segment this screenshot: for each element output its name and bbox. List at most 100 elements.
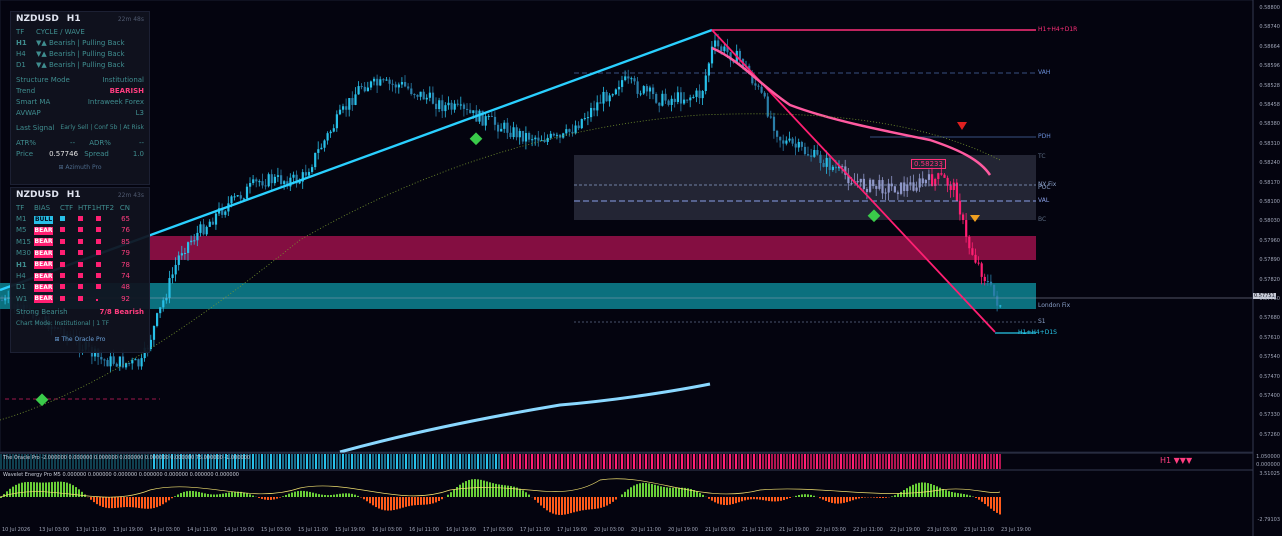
wavelet-bar [285, 494, 287, 497]
oracle-bar [36, 454, 38, 469]
oracle-bar [591, 454, 593, 469]
oracle-bar [948, 454, 950, 469]
oracle-bar [966, 454, 968, 469]
candle-body [490, 115, 493, 117]
oracle-bar [519, 454, 521, 469]
price-tag-box: 0.58233 [911, 159, 946, 169]
candle-body [779, 136, 782, 141]
oracle-bar [621, 454, 623, 469]
candle-body [624, 76, 627, 81]
adr-value: -- [138, 138, 144, 147]
candle-body [521, 130, 524, 142]
wavelet-bar [207, 493, 209, 497]
wavelet-bar [711, 497, 713, 501]
candle-body [128, 363, 131, 365]
level-val: VAL [1038, 197, 1050, 204]
candle-body [912, 182, 915, 191]
trend-value: BEARISH [109, 86, 144, 95]
wavelet-bar [897, 493, 899, 497]
wavelet-bar [69, 483, 71, 497]
col-bias: BIAS [34, 203, 51, 212]
smart-ma-row: Smart MA Intraweek Forex [11, 96, 149, 107]
oracle-bar [462, 454, 464, 469]
oracle-bar [147, 454, 149, 469]
wavelet-bar [333, 494, 335, 497]
candle-body [332, 128, 335, 132]
wavelet-bar [426, 497, 428, 505]
price-tick: 0.57540 [1259, 354, 1280, 361]
oracle-bar [765, 454, 767, 469]
wavelet-bar [21, 482, 23, 497]
kv-label: Smart MA [16, 97, 51, 106]
oracle-bar [651, 454, 653, 469]
wavelet-bar [780, 497, 782, 501]
oracle-bar [852, 454, 854, 469]
oracle-bar [420, 454, 422, 469]
azimuth-footer[interactable]: ⊞ Azimuth Pro [11, 163, 149, 173]
candle-body [552, 133, 555, 136]
oracle-bar [732, 454, 734, 469]
wavelet-bar [552, 497, 554, 514]
wavelet-bar [915, 483, 917, 497]
oracle-bar [225, 454, 227, 469]
bias-row: M30 BEAR 79 [11, 248, 149, 259]
htf2-square [96, 216, 101, 222]
candle-body [679, 92, 683, 104]
wavelet-bar [306, 491, 308, 497]
oracle-footer[interactable]: ⊞ The Oracle Pro [11, 335, 149, 345]
wavelet-bar [651, 483, 653, 497]
oracle-bar [384, 454, 386, 469]
oracle-bar [609, 454, 611, 469]
oracle-bar [807, 454, 809, 469]
candle-body [630, 78, 633, 80]
candle-body [469, 109, 472, 114]
oracle-bar [984, 454, 986, 469]
wavelet-bar [210, 494, 212, 497]
oracle-bar [117, 454, 119, 469]
wavelet-bar [168, 497, 170, 501]
bar-timer: 22m 43s [117, 191, 144, 199]
candle-body [977, 262, 980, 264]
wavelet-bar [750, 497, 752, 500]
oracle-bar [963, 454, 965, 469]
candle-body [159, 307, 162, 314]
cycle-tf: H1 [16, 38, 27, 47]
oracle-bar [441, 454, 443, 469]
candle-body [825, 157, 828, 167]
candle-body [906, 184, 909, 192]
candle-body [311, 167, 314, 172]
wavelet-bar [111, 497, 113, 509]
oracle-bar [639, 454, 641, 469]
oracle-bar [369, 454, 371, 469]
oracle-bar [942, 454, 944, 469]
chart-mode-label: Chart Mode: Institutional | 1 TF [16, 319, 110, 327]
wavelet-bar [126, 497, 128, 508]
oracle-bar [489, 454, 491, 469]
oracle-bar [870, 454, 872, 469]
wavelet-bar [732, 497, 734, 505]
time-tick: 23 Jul 11:00 [964, 527, 994, 533]
wavelet-bar [513, 486, 515, 497]
wavelet-bar [312, 492, 314, 497]
wavelet-bar [192, 490, 194, 497]
oracle-bar [741, 454, 743, 469]
wavelet-bar [267, 497, 269, 500]
time-tick: 13 Jul 11:00 [76, 527, 106, 533]
wavelet-bar [216, 494, 218, 497]
oracle-bar [120, 454, 122, 469]
candle-body [934, 178, 937, 186]
level-vah: VAH [1038, 69, 1051, 76]
candle-body [1, 300, 4, 301]
candle-body [723, 46, 726, 52]
bias-cn: 85 [121, 237, 130, 246]
candle-body [199, 224, 202, 233]
oracle-bar [408, 454, 410, 469]
bias-badge: BEAR [34, 283, 53, 292]
candle-body [608, 95, 611, 102]
oracle-bar [582, 454, 584, 469]
wavelet-bar [801, 494, 803, 497]
wavelet-bar [276, 497, 278, 499]
candle-body [224, 211, 227, 215]
candle-body [317, 149, 320, 153]
